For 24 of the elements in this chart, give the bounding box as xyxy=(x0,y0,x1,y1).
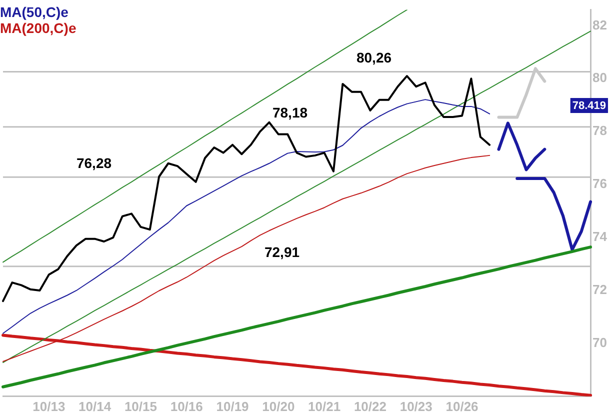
y-tick-label: 72 xyxy=(592,282,608,298)
y-tick-label: 82 xyxy=(592,17,608,32)
ref-line-label: 76,28 xyxy=(76,155,112,172)
text: MA(200,C)e xyxy=(0,20,76,36)
x-tick-label: 10/19 xyxy=(216,398,249,414)
x-tick-label: 10/14 xyxy=(78,398,112,414)
text: MA(50,C)e xyxy=(0,4,70,20)
ref-line-label: 80,26 xyxy=(356,50,392,66)
x-tick-label: 10/26 xyxy=(446,398,478,414)
y-tick-label: 80 xyxy=(592,70,608,86)
x-tick-label: 10/20 xyxy=(262,398,295,414)
x-tick-label: 10/23 xyxy=(400,398,432,414)
ref-line-label: 78,18 xyxy=(272,104,308,121)
y-tick-label: 78 xyxy=(592,123,608,138)
y-tick-label: 70 xyxy=(592,335,608,350)
y-tick-label: 74 xyxy=(592,229,608,244)
ref-line-label: 72,91 xyxy=(264,244,300,260)
annotation: 78.419 xyxy=(572,100,606,112)
x-tick-label: 10/22 xyxy=(354,398,386,414)
x-tick-label: 10/13 xyxy=(32,398,66,414)
x-tick-label: 10/16 xyxy=(170,398,203,414)
x-tick-label: 10/21 xyxy=(308,398,341,414)
x-tick-label: 10/15 xyxy=(124,398,157,414)
y-tick-label: 76 xyxy=(592,176,608,192)
